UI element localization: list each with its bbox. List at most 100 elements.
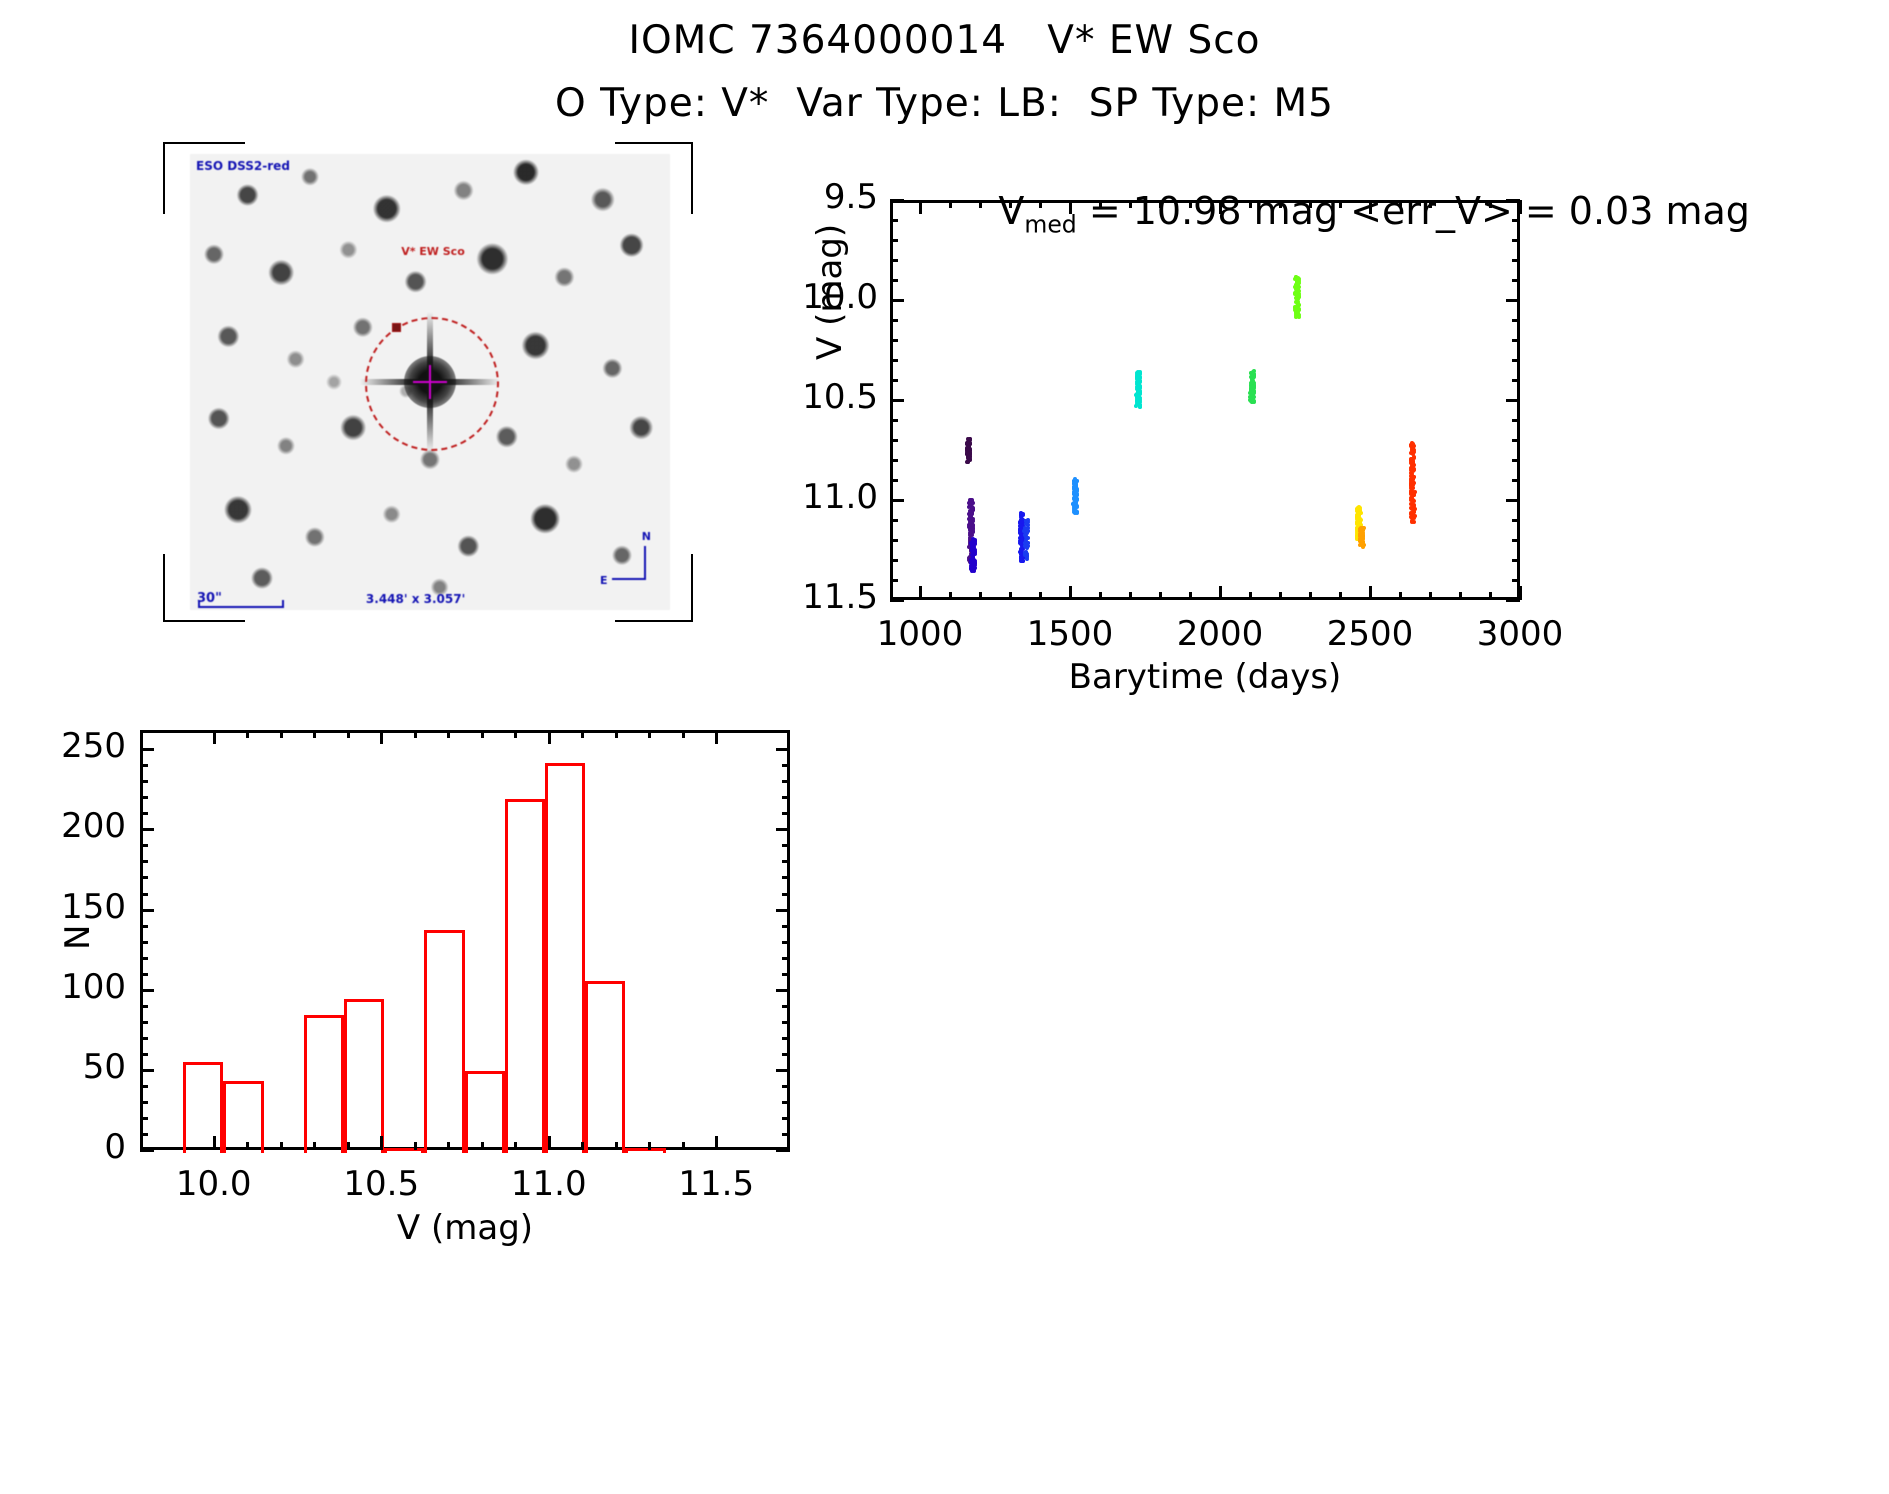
histogram-y-minor-tick — [140, 1084, 148, 1088]
lightcurve-y-minor-tick — [1512, 339, 1520, 342]
lightcurve-point — [1361, 536, 1366, 541]
histogram-x-tick — [380, 730, 384, 744]
lightcurve-point — [972, 542, 977, 547]
lightcurve-y-tick — [1506, 199, 1520, 202]
lightcurve-y-minor-tick — [890, 239, 898, 242]
lightcurve-y-tick-label: 9.5 — [823, 177, 878, 217]
lightcurve-point — [1022, 533, 1027, 538]
lightcurve-point — [1020, 546, 1025, 551]
lightcurve-point — [1411, 477, 1416, 482]
lightcurve-point — [1408, 476, 1413, 481]
histogram-x-minor-tick — [346, 730, 350, 738]
lightcurve-point — [1075, 491, 1080, 496]
lightcurve-point — [1250, 387, 1255, 392]
lightcurve-point — [971, 545, 975, 550]
frame-gap-bottom — [245, 620, 615, 622]
lightcurve-point — [972, 552, 977, 557]
histogram-y-minor-tick — [140, 876, 148, 880]
lightcurve-point — [972, 566, 977, 571]
histogram-x-tick-label: 11.0 — [510, 1164, 587, 1204]
lightcurve-point — [972, 537, 977, 542]
lightcurve-point — [1073, 502, 1078, 507]
lightcurve-point — [1138, 390, 1143, 395]
lightcurve-point — [1409, 512, 1414, 517]
histogram-y-minor-tick — [782, 892, 790, 896]
lightcurve-point — [1026, 541, 1031, 546]
lightcurve-y-minor-tick — [890, 479, 898, 482]
lightcurve-x-minor-tick — [1099, 592, 1102, 600]
histogram-y-minor-tick — [140, 1100, 148, 1104]
histogram-x-minor-tick — [413, 730, 417, 738]
histogram-y-tick — [140, 828, 154, 832]
lightcurve-x-minor-tick — [1009, 592, 1012, 600]
lightcurve-point — [1359, 539, 1364, 544]
histogram-y-tick-label: 200 — [61, 806, 126, 847]
lightcurve-point — [1025, 545, 1030, 550]
lightcurve-point — [1355, 530, 1360, 535]
lightcurve-x-tick-label: 3000 — [1476, 614, 1564, 654]
lightcurve-x-tick — [1219, 200, 1222, 214]
lightcurve-x-minor-tick — [1279, 200, 1282, 208]
histogram-bars — [143, 733, 787, 1153]
target-name-label: V* EW Sco — [401, 245, 465, 259]
lightcurve-x-minor-tick — [1249, 200, 1252, 208]
lightcurve-point — [967, 444, 972, 449]
lightcurve-point — [1358, 516, 1363, 521]
histogram-bar — [464, 1071, 505, 1153]
lightcurve-x-tick-label: 2000 — [1176, 614, 1264, 654]
lightcurve-x-minor-tick — [1129, 200, 1132, 208]
lightcurve-y-tick-label: 10.5 — [802, 377, 878, 417]
lightcurve-point — [1019, 517, 1024, 522]
histogram-x-tick — [715, 1136, 719, 1150]
lightcurve-point — [1025, 522, 1030, 527]
lightcurve-point — [1412, 474, 1416, 479]
lightcurve-y-minor-tick — [890, 359, 898, 362]
lightcurve-point — [1409, 474, 1414, 479]
histogram-x-minor-tick — [480, 730, 484, 738]
lightcurve-x-tick — [1069, 586, 1072, 600]
histogram-x-minor-tick — [413, 1142, 417, 1150]
lightcurve-point — [1361, 525, 1366, 530]
lightcurve-x-minor-tick — [1309, 200, 1312, 208]
histogram-bar — [223, 1080, 264, 1153]
histogram-y-tick — [776, 1068, 790, 1072]
histogram-y-minor-tick — [140, 1052, 148, 1056]
lightcurve-point — [1295, 283, 1300, 288]
lightcurve-point — [1409, 457, 1414, 462]
lightcurve-point — [1410, 459, 1415, 464]
lightcurve-point — [1295, 296, 1300, 301]
histogram-y-minor-tick — [782, 1084, 790, 1088]
lightcurve-point — [1018, 523, 1023, 528]
lightcurve-point — [1025, 551, 1030, 556]
lightcurve-x-minor-tick — [1249, 592, 1252, 600]
histogram-x-tick — [212, 1136, 216, 1150]
lightcurve-point — [1293, 306, 1298, 311]
lightcurve-point — [1293, 314, 1298, 319]
lightcurve-point — [1023, 526, 1028, 531]
lightcurve-point — [1020, 559, 1025, 564]
lightcurve-y-minor-tick — [1512, 579, 1520, 582]
histogram-y-minor-tick — [782, 1004, 790, 1008]
histogram-x-axis-label: V (mag) — [396, 1208, 534, 1248]
lightcurve-point — [1074, 510, 1079, 515]
lightcurve-point — [1134, 394, 1139, 399]
lightcurve-point — [1357, 511, 1362, 516]
lightcurve-point — [1293, 284, 1298, 289]
lightcurve-point — [1412, 519, 1417, 524]
lightcurve-point — [1022, 543, 1027, 548]
lightcurve-data-points — [893, 203, 1517, 597]
lightcurve-x-tick — [1369, 586, 1372, 600]
lightcurve-point — [1248, 370, 1253, 375]
lightcurve-point — [1249, 379, 1254, 384]
lightcurve-y-tick — [890, 299, 904, 302]
lightcurve-point — [1408, 502, 1413, 507]
histogram-x-minor-tick — [514, 1142, 518, 1150]
lightcurve-point — [1355, 515, 1360, 520]
secondary-source-marker — [391, 322, 401, 332]
lightcurve-point — [968, 502, 973, 507]
histogram-x-minor-tick — [614, 730, 618, 738]
lightcurve-x-minor-tick — [1189, 592, 1192, 600]
histogram-y-tick-label: 0 — [104, 1127, 126, 1167]
histogram-y-tick — [140, 1149, 154, 1152]
histogram-bar — [424, 930, 465, 1153]
